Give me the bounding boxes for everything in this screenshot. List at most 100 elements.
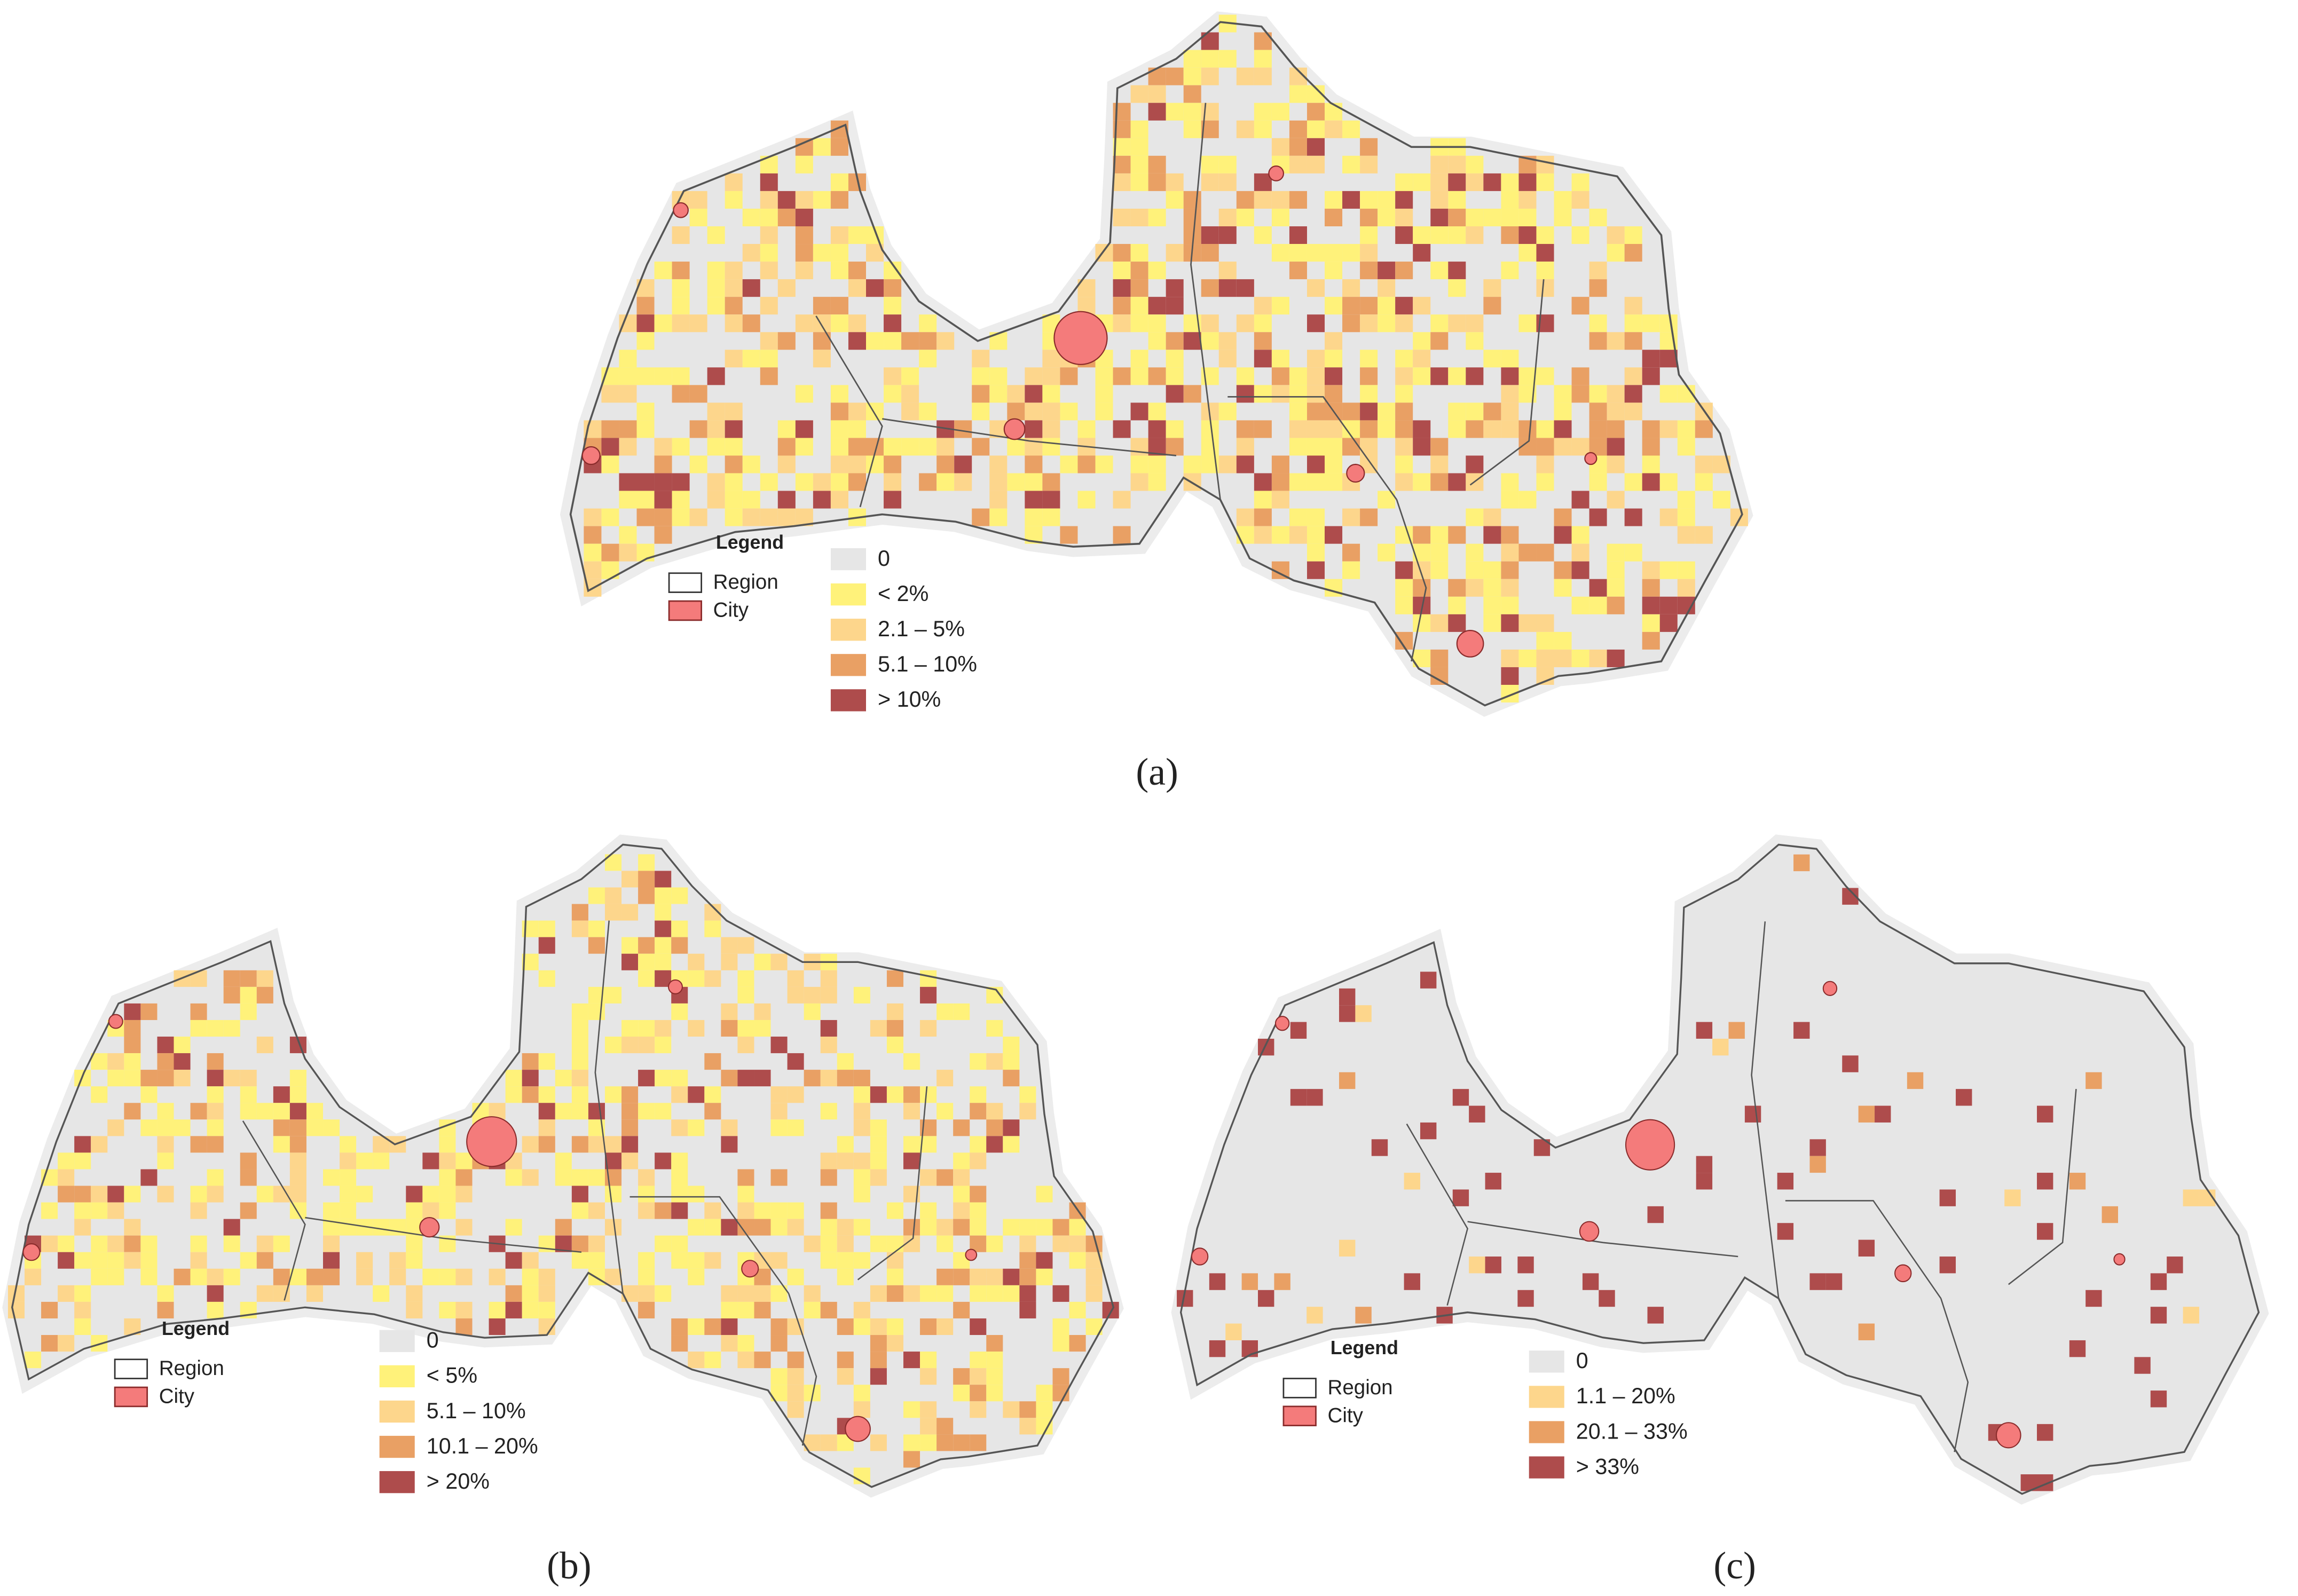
grid-cell	[1289, 438, 1307, 456]
grid-cell	[439, 1136, 456, 1153]
grid-cell	[972, 385, 990, 403]
grid-cell	[986, 1368, 1003, 1385]
grid-cell	[787, 1385, 804, 1402]
grid-cell	[754, 1202, 771, 1219]
grid-cell	[721, 1020, 738, 1037]
grid-cell	[1271, 102, 1289, 121]
grid-cell	[638, 1301, 655, 1318]
grid-cell	[58, 1152, 75, 1170]
grid-cell	[1218, 226, 1237, 244]
grid-cell	[1571, 191, 1589, 209]
grid-cell	[813, 350, 831, 368]
grid-cell	[866, 332, 884, 350]
grid-cell	[970, 1219, 987, 1236]
region-border	[815, 315, 883, 508]
grid-cell	[848, 314, 867, 333]
grid-cell	[936, 1103, 954, 1120]
grid-cell	[919, 332, 937, 350]
grid-cell	[853, 1152, 870, 1170]
grid-cell	[1642, 420, 1660, 438]
city	[965, 1249, 978, 1261]
grid-cell	[1183, 120, 1201, 138]
grid-cell	[986, 1352, 1003, 1369]
grid-cell	[1325, 244, 1343, 262]
grid-cell	[1342, 191, 1360, 209]
grid-cell	[986, 1103, 1003, 1120]
grid-cell	[1130, 262, 1148, 280]
grid-cell	[655, 1202, 672, 1219]
grid-cell	[1325, 579, 1343, 597]
grid-cell	[884, 367, 902, 385]
grid-cell	[1254, 314, 1272, 333]
grid-cell	[638, 1186, 655, 1203]
grid-cell	[1325, 473, 1343, 491]
grid-cell	[1536, 226, 1554, 244]
grid-cell	[538, 1285, 555, 1302]
grid-cell	[688, 1219, 705, 1236]
grid-cell	[1307, 543, 1325, 562]
region-border	[1469, 279, 1545, 486]
grid-cell	[1536, 279, 1554, 297]
grid-cell	[389, 1268, 406, 1285]
grid-cell	[619, 350, 637, 368]
grid-cell	[820, 1252, 837, 1269]
grid-cell	[936, 1219, 954, 1236]
grid-cell	[107, 1252, 124, 1269]
grid-cell	[190, 1003, 207, 1020]
grid-cell	[920, 1368, 937, 1385]
grid-cell	[884, 473, 902, 491]
grid-cell	[672, 226, 690, 244]
grid-cell	[621, 937, 639, 954]
grid-cell	[1003, 1119, 1020, 1136]
grid-cell	[124, 1219, 141, 1236]
grid-cell	[1554, 649, 1572, 667]
grid-cell	[837, 1318, 854, 1336]
grid-cell	[654, 367, 672, 385]
grid-cell	[688, 1086, 705, 1103]
grid-cell	[1342, 155, 1360, 173]
grid-cell	[1360, 155, 1378, 173]
grid-cell	[970, 1318, 987, 1336]
grid-cell	[1052, 1285, 1069, 1302]
grid-cell	[1501, 173, 1519, 191]
grid-cell	[1483, 614, 1501, 632]
grid-cell	[1483, 350, 1501, 368]
grid-cell	[1201, 226, 1219, 244]
grid-cell	[1677, 508, 1695, 526]
grid-cell	[655, 953, 672, 970]
grid-cell	[760, 473, 778, 491]
grid-cell	[1025, 508, 1043, 526]
grid-cell	[273, 1268, 290, 1285]
grid-cell	[1448, 579, 1466, 597]
grid-cell	[571, 1235, 588, 1252]
grid-cell	[1607, 596, 1625, 614]
grid-cell	[1554, 420, 1572, 438]
grid-cell	[140, 1252, 158, 1269]
grid-cell	[1342, 279, 1360, 297]
grid-cell	[1430, 438, 1449, 456]
grid-cell	[604, 986, 622, 1004]
grid-cell	[1589, 385, 1607, 403]
grid-cell	[1271, 208, 1289, 226]
grid-cell	[1003, 1401, 1020, 1418]
grid-cell	[688, 953, 705, 970]
grid-cell	[1360, 191, 1378, 209]
grid-cell	[760, 367, 778, 385]
grid-cell	[571, 1252, 588, 1269]
grid-cell	[1166, 420, 1184, 438]
grid-cell	[74, 1252, 91, 1269]
grid-cell	[704, 1252, 721, 1269]
grid-cell	[760, 350, 778, 368]
grid-cell	[870, 1352, 887, 1369]
grid-cell	[777, 508, 796, 526]
grid-cell	[1042, 402, 1060, 421]
grid-cell	[688, 1268, 705, 1285]
grid-cell	[58, 1285, 75, 1302]
grid-cell	[655, 871, 672, 888]
grid-cell	[604, 1086, 622, 1103]
grid-cell	[1395, 350, 1413, 368]
grid-cell	[1254, 473, 1272, 491]
grid-cell	[1554, 579, 1572, 597]
grid-cell	[707, 367, 725, 385]
grid-cell	[1130, 314, 1148, 333]
